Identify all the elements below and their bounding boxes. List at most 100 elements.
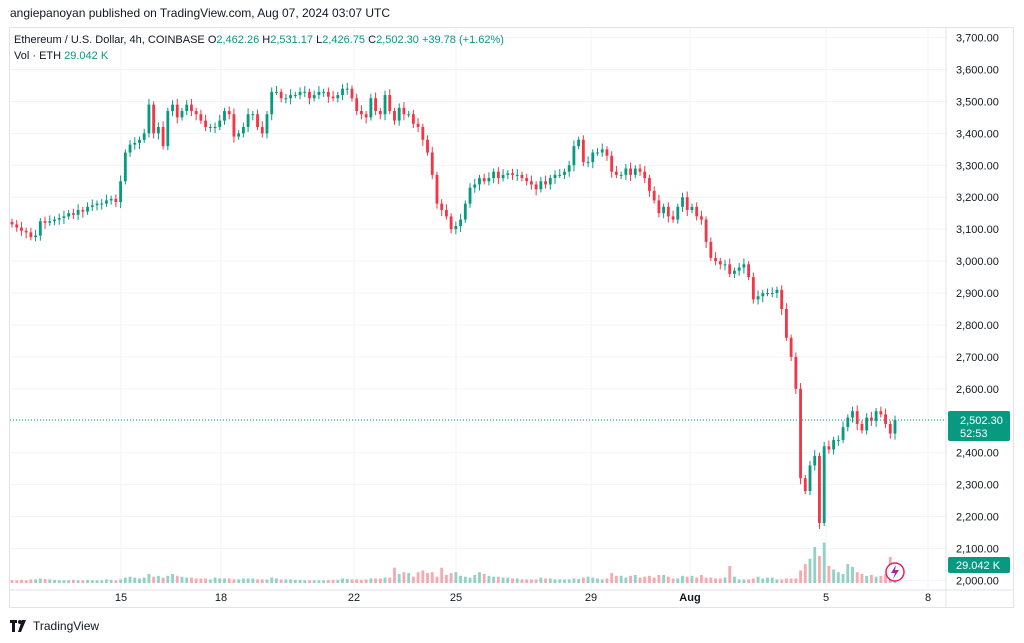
candle-body: [553, 174, 557, 179]
volume-bar: [463, 576, 467, 583]
volume-bar: [742, 579, 746, 583]
candle-body: [185, 104, 189, 112]
candle-body: [567, 165, 571, 172]
volume-bar: [218, 578, 222, 583]
y-tick-label: 3,500.00: [956, 96, 999, 108]
candle-body: [766, 293, 769, 295]
candle-body: [369, 98, 373, 118]
candle-body: [874, 411, 878, 421]
candle-body: [397, 107, 401, 121]
candle-body: [520, 174, 524, 179]
candle-body: [67, 213, 71, 217]
candle-body: [76, 210, 80, 215]
candle-body: [482, 178, 486, 182]
candle-body: [784, 309, 788, 338]
candle-body: [246, 114, 250, 127]
footer-brand[interactable]: TradingView: [10, 619, 99, 633]
volume-bar: [275, 578, 278, 583]
candle-body: [539, 181, 543, 190]
candle-body: [794, 356, 798, 389]
volume-bar: [185, 577, 189, 583]
volume-bar: [525, 579, 529, 583]
volume-bar: [133, 577, 137, 583]
volume-bar: [341, 578, 344, 583]
candle-body: [449, 216, 453, 230]
candle-body: [175, 104, 179, 118]
volume-bar: [119, 579, 123, 583]
volume-label: Vol · ETH: [14, 50, 62, 62]
candle-body: [770, 293, 774, 295]
y-tick-label: 2,700.00: [956, 352, 999, 364]
y-tick-label: 2,200.00: [956, 512, 999, 524]
volume-legend: Vol · ETH 29.042 K: [14, 50, 108, 62]
candle-body: [194, 111, 198, 115]
volume-bar: [761, 578, 765, 583]
volume-bar: [784, 578, 788, 583]
volume-bar: [841, 574, 845, 583]
volume-bar: [109, 579, 113, 583]
volume-bar: [799, 570, 802, 583]
volume-bar: [874, 576, 878, 583]
volume-bar: [20, 579, 23, 583]
x-tick-label: 25: [450, 592, 462, 604]
close-label: C: [368, 34, 377, 46]
y-axis: 3,700.00 3,600.00 3,500.00 3,400.00 3,300.00…: [10, 28, 1014, 608]
volume-bar: [723, 577, 727, 583]
candle-body: [105, 200, 108, 204]
volume-bar: [350, 579, 354, 583]
candle-body: [378, 111, 382, 115]
candle-body: [138, 139, 141, 143]
candle-body: [251, 114, 255, 116]
volume-bar: [180, 576, 184, 583]
chart-frame: [9, 27, 1014, 608]
candle-body: [690, 206, 694, 211]
volume-bar: [256, 579, 259, 583]
volume-bar: [534, 579, 538, 583]
volume-bar: [685, 576, 689, 583]
candle-body: [402, 107, 406, 115]
y-tick-label: 3,300.00: [956, 160, 999, 172]
volume-bar: [38, 578, 42, 583]
candle-body: [298, 91, 302, 96]
candle-body: [695, 206, 699, 217]
candle-body: [714, 257, 717, 262]
candle-body: [515, 174, 519, 176]
volume-bar: [482, 574, 486, 583]
volume-bar: [487, 575, 491, 583]
volume-bar: [190, 577, 193, 583]
volume-badge-value: 29.042 K: [956, 560, 1001, 572]
volume-bar: [241, 578, 245, 583]
candle-body: [53, 219, 56, 222]
volume-bar: [449, 573, 453, 583]
candle-body: [742, 264, 746, 268]
candle-body: [407, 114, 411, 116]
volume-bar: [827, 565, 831, 583]
volume-bar: [492, 576, 496, 583]
price-badge-value: 2,502.30: [960, 415, 1003, 427]
volume-bar: [260, 579, 264, 583]
volume-bar: [100, 580, 104, 583]
volume-bar: [123, 577, 127, 583]
candle-body: [152, 104, 156, 134]
candle-body: [492, 171, 496, 179]
candle-body: [180, 111, 184, 118]
candle-body: [638, 168, 642, 172]
candle-body: [43, 221, 47, 223]
volume-bar: [544, 578, 547, 583]
volume-bar: [563, 579, 566, 583]
volume-bar: [657, 574, 661, 583]
volume-bar: [166, 575, 170, 583]
candle-body: [775, 289, 779, 294]
candle-body: [501, 174, 505, 179]
volume-bar: [293, 579, 297, 583]
tradingview-logo-icon: [10, 620, 26, 632]
high-label: H: [262, 34, 271, 46]
candle-body: [888, 423, 892, 434]
candle-body: [416, 123, 420, 127]
y-tick-label: 3,100.00: [956, 224, 999, 236]
volume-bar: [468, 577, 472, 583]
volume-bar: [62, 580, 66, 583]
volume-bar: [869, 574, 873, 583]
